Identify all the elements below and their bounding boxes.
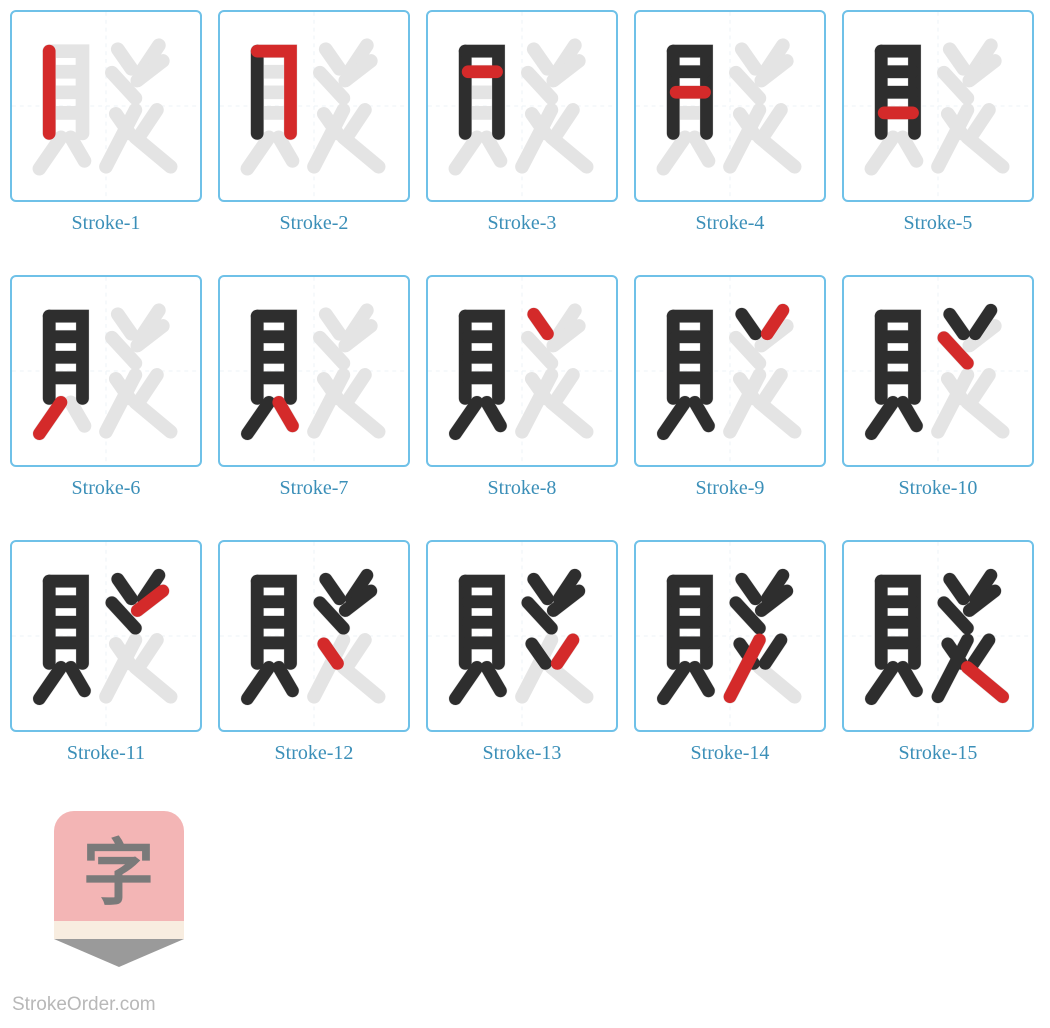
stroke-label: Stroke-7	[280, 477, 349, 500]
stroke-cell: Stroke-8	[426, 275, 618, 500]
stroke-svg	[428, 542, 616, 730]
stroke-svg	[844, 12, 1032, 200]
stroke-svg	[428, 277, 616, 465]
stroke-tile	[426, 540, 618, 732]
stroke-label: Stroke-6	[72, 477, 141, 500]
stroke-cell: Stroke-11	[10, 540, 202, 765]
logo-char: 字	[82, 814, 154, 919]
stroke-label: Stroke-1	[72, 212, 141, 235]
stroke-label: Stroke-13	[483, 742, 562, 765]
stroke-cell: Stroke-7	[218, 275, 410, 500]
stroke-svg	[220, 542, 408, 730]
stroke-label: Stroke-3	[488, 212, 557, 235]
stroke-tile	[842, 10, 1034, 202]
stroke-cell: Stroke-5	[842, 10, 1034, 235]
stroke-label: Stroke-4	[696, 212, 765, 235]
stroke-svg	[12, 12, 200, 200]
stroke-label: Stroke-9	[696, 477, 765, 500]
stroke-label: Stroke-11	[67, 742, 145, 765]
stroke-svg	[12, 542, 200, 730]
stroke-tile	[10, 540, 202, 732]
stroke-cell: Stroke-3	[426, 10, 618, 235]
stroke-tile	[634, 540, 826, 732]
site-logo: 字	[54, 811, 184, 966]
stroke-label: Stroke-5	[904, 212, 973, 235]
stroke-label: Stroke-12	[275, 742, 354, 765]
logo-tip-icon	[54, 939, 184, 967]
stroke-svg	[636, 277, 824, 465]
stroke-cell: Stroke-12	[218, 540, 410, 765]
stroke-svg	[844, 277, 1032, 465]
stroke-tile	[426, 275, 618, 467]
stroke-cell: Stroke-15	[842, 540, 1034, 765]
stroke-tile	[426, 10, 618, 202]
stroke-svg	[12, 277, 200, 465]
stroke-label: Stroke-8	[488, 477, 557, 500]
stroke-label: Stroke-2	[280, 212, 349, 235]
stroke-tile	[634, 275, 826, 467]
stroke-tile	[218, 10, 410, 202]
stroke-tile	[218, 275, 410, 467]
watermark: StrokeOrder.com	[12, 994, 156, 1016]
stroke-cell: Stroke-4	[634, 10, 826, 235]
stroke-cell: Stroke-2	[218, 10, 410, 235]
stroke-grid: Stroke-1 Stroke-2 Stroke-3 Stroke-4 Stro…	[10, 10, 1040, 966]
stroke-svg	[428, 12, 616, 200]
stroke-tile	[634, 10, 826, 202]
stroke-cell: Stroke-10	[842, 275, 1034, 500]
stroke-cell: Stroke-6	[10, 275, 202, 500]
stroke-tile	[218, 540, 410, 732]
stroke-label: Stroke-15	[899, 742, 978, 765]
stroke-svg	[636, 542, 824, 730]
stroke-tile	[842, 275, 1034, 467]
stroke-svg	[844, 542, 1032, 730]
stroke-label: Stroke-14	[691, 742, 770, 765]
stroke-tile	[842, 540, 1034, 732]
stroke-tile	[10, 275, 202, 467]
stroke-svg	[636, 12, 824, 200]
stroke-cell: Stroke-1	[10, 10, 202, 235]
logo-top: 字	[54, 811, 184, 921]
stroke-label: Stroke-10	[899, 477, 978, 500]
stroke-cell: Stroke-13	[426, 540, 618, 765]
stroke-cell: Stroke-14	[634, 540, 826, 765]
stroke-svg	[220, 277, 408, 465]
stroke-svg	[220, 12, 408, 200]
logo-cell: 字	[10, 805, 202, 966]
stroke-tile	[10, 10, 202, 202]
logo-mid	[54, 921, 184, 939]
stroke-cell: Stroke-9	[634, 275, 826, 500]
